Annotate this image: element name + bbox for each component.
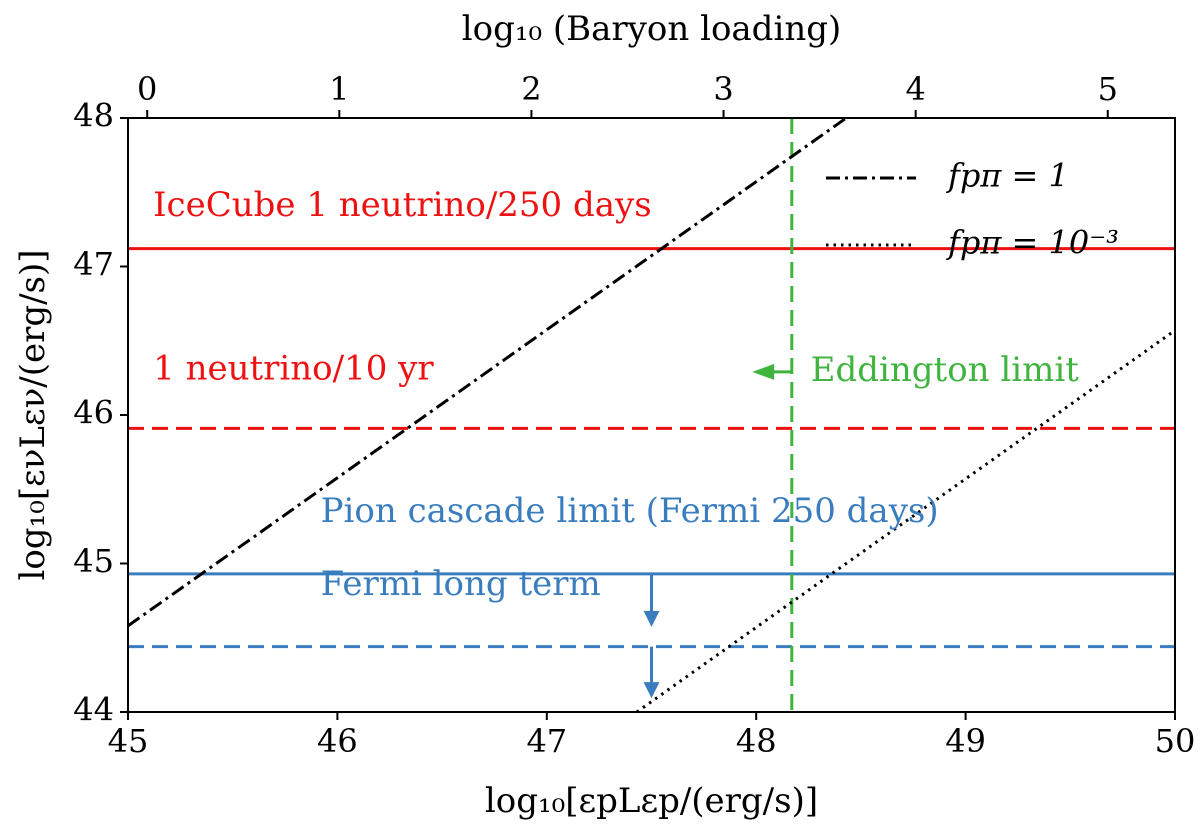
x-tick-label-45: 45: [108, 722, 149, 760]
top-x-axis-label: log₁₀ (Baryon loading): [462, 9, 842, 49]
x-tick-label-47: 47: [526, 722, 567, 760]
annotation-fermi-long: Fermi long term: [321, 564, 601, 604]
annotation-icecube-250: IceCube 1 neutrino/250 days: [153, 185, 652, 225]
y-tick-label-45: 45: [73, 542, 114, 580]
top-x-tick-label-1: 1: [329, 70, 349, 108]
x-tick-label-46: 46: [317, 722, 358, 760]
annotation-icecube-10yr: 1 neutrino/10 yr: [153, 348, 434, 388]
legend-label-0: fpπ = 1: [946, 157, 1069, 195]
plot-marks: IceCube 1 neutrino/250 days 1 neutrino/10…: [127, 116, 1176, 714]
y-tick-label-44: 44: [73, 691, 114, 729]
y-tick-label-48: 48: [73, 97, 114, 135]
legend: fpπ = 1 fpπ = 10⁻³: [826, 157, 1119, 262]
top-x-tick-label-0: 0: [137, 70, 157, 108]
x-tick-label-50: 50: [1155, 722, 1196, 760]
y-axis-label: log₁₀[ενLεν/(erg/s)]: [13, 249, 53, 580]
series-line-1: [635, 329, 1176, 714]
x-tick-label-48: 48: [736, 722, 777, 760]
axis-labels: log₁₀[εpLεp/(erg/s)] log₁₀ (Baryon loadin…: [13, 9, 841, 821]
top-x-tick-label-4: 4: [905, 70, 925, 108]
annotation-eddington: Eddington limit: [811, 350, 1080, 390]
fermi-long-arrow-head: [643, 682, 660, 699]
top-x-tick-label-5: 5: [1098, 70, 1118, 108]
top-x-tick-label-3: 3: [713, 70, 733, 108]
annotation-pion-cascade: Pion cascade limit (Fermi 250 days): [321, 491, 939, 531]
top-x-tick-label-2: 2: [521, 70, 541, 108]
series-line-0: [127, 116, 848, 628]
legend-label-1: fpπ = 10⁻³: [946, 224, 1119, 262]
y-tick-label-46: 46: [73, 394, 114, 432]
x-tick-label-49: 49: [945, 722, 986, 760]
y-tick-label-47: 47: [73, 245, 114, 283]
pion-cascade-arrow-head: [643, 610, 660, 627]
eddington-arrow-head: [752, 363, 775, 380]
x-axis-label: log₁₀[εpLεp/(erg/s)]: [485, 781, 818, 821]
